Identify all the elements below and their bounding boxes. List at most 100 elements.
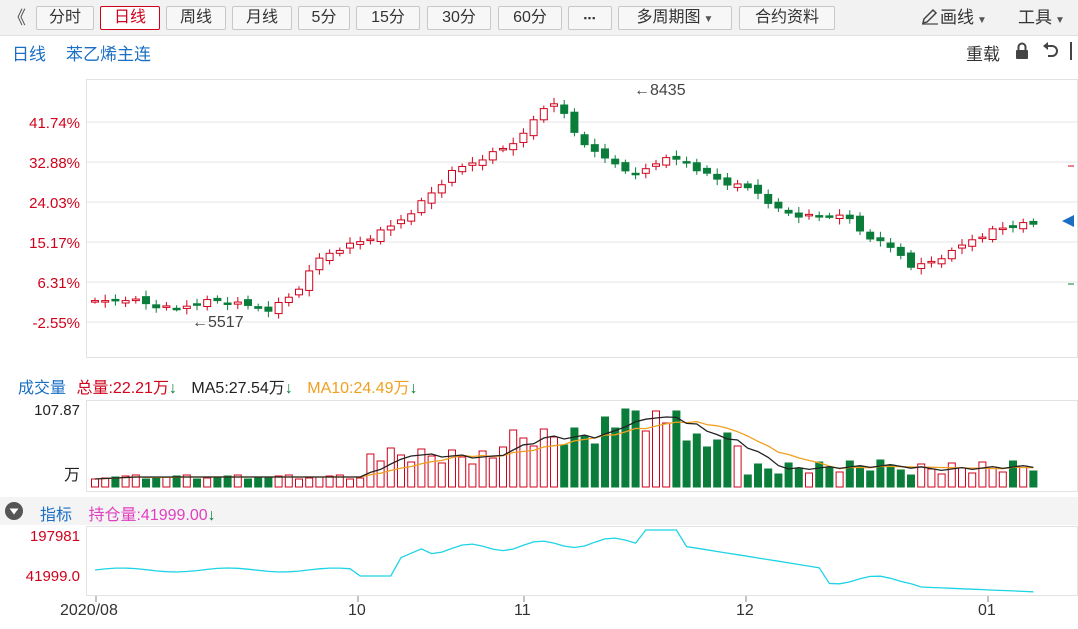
tools-dropdown[interactable]: 工具 ▼ <box>1018 6 1065 30</box>
volume-bar <box>193 478 201 488</box>
volume-ma5: MA5:27.54万 <box>191 380 285 397</box>
price-y-tick: 41.74% <box>29 115 80 132</box>
x-label-nov: 11 <box>514 602 531 619</box>
candle-body <box>91 300 99 303</box>
volume-bar <box>713 439 722 488</box>
candle-body <box>509 143 518 151</box>
candle-body <box>703 167 711 174</box>
candle-body <box>346 242 354 249</box>
candle-body <box>305 270 314 291</box>
candle-body <box>172 307 181 311</box>
volume-bar <box>815 461 824 488</box>
candle-body <box>335 249 344 254</box>
candle-body <box>580 134 589 146</box>
open-interest-label: 持仓量:41999.00 <box>88 507 208 524</box>
low-annotation: ←5517 <box>192 314 244 331</box>
undo-icon[interactable] <box>1042 42 1060 60</box>
candle-body <box>733 183 742 188</box>
candle-body <box>805 213 813 217</box>
candle-body <box>407 213 416 222</box>
candle-body <box>121 300 130 304</box>
tab-monthly[interactable]: 月线 <box>232 6 292 30</box>
tab-intraday[interactable]: 分时 <box>36 6 94 30</box>
tab-30min[interactable]: 30分 <box>427 6 491 30</box>
collapse-circle-icon[interactable] <box>5 502 23 520</box>
candle-body <box>907 252 915 268</box>
contract-name[interactable]: 苯乙烯主连 <box>66 45 151 64</box>
draw-line-dropdown[interactable]: 画线 ▼ <box>920 6 987 30</box>
lock-icon[interactable] <box>1014 42 1030 60</box>
candle-body <box>244 299 252 306</box>
volume-bar <box>356 477 365 488</box>
price-y-tick: 15.17% <box>29 235 80 252</box>
volume-bar <box>519 437 528 488</box>
candle-body <box>835 214 844 220</box>
volume-bar <box>305 477 314 488</box>
indicator-title[interactable]: 指标 <box>40 507 73 524</box>
arrow-down-icon: ↓ <box>284 380 293 397</box>
volume-bar <box>784 462 793 488</box>
volume-bar <box>652 410 660 488</box>
volume-bar <box>182 474 191 488</box>
volume-title: 成交量 <box>18 380 67 397</box>
volume-bar <box>764 468 773 488</box>
contract-info-button[interactable]: 合约资料 <box>739 6 835 30</box>
volume-bar <box>743 474 752 488</box>
volume-legend: 成交量 总量:22.21万↓ MA5:27.54万↓ MA10:24.49万↓ <box>18 374 418 398</box>
candle-body <box>988 228 997 241</box>
tab-15min[interactable]: 15分 <box>356 6 420 30</box>
volume-bar <box>346 478 354 488</box>
volume-bar <box>845 460 854 488</box>
candle-body <box>427 192 436 204</box>
candle-body <box>529 119 538 137</box>
volume-bar <box>570 427 579 488</box>
candle-body <box>142 296 150 305</box>
volume-bar <box>386 447 395 488</box>
candle-body <box>193 303 201 306</box>
volume-bar <box>631 410 640 488</box>
more-button[interactable]: ▪▪▪ <box>568 6 612 30</box>
volume-bar <box>580 435 589 488</box>
candle-body <box>376 229 385 242</box>
collapse-icon[interactable]: 《 <box>8 8 26 28</box>
volume-ma5-line <box>94 416 1034 480</box>
scroll-handle-icon[interactable] <box>1068 42 1078 60</box>
candle-body <box>366 238 375 242</box>
volume-bar <box>703 446 711 488</box>
reload-button[interactable]: 重载 <box>966 45 1000 64</box>
chart-header: 日线 苯乙烯主连 重载 <box>0 36 1078 64</box>
volume-bar <box>407 461 416 488</box>
tab-5min[interactable]: 5分 <box>298 6 350 30</box>
high-annotation: ←8435 <box>634 82 686 99</box>
tab-daily[interactable]: 日线 <box>100 6 160 30</box>
candle-body <box>937 258 946 265</box>
x-label-aug: 2020/08 <box>60 602 118 619</box>
candle-body <box>845 214 854 220</box>
volume-bar <box>733 445 742 488</box>
candle-body <box>111 298 120 302</box>
candle-body <box>774 201 783 209</box>
indicator-y-bottom: 41999.0 <box>25 568 80 585</box>
tab-60min[interactable]: 60分 <box>498 6 562 30</box>
volume-bar <box>142 478 150 488</box>
multi-period-dropdown[interactable]: 多周期图 ▼ <box>618 6 732 30</box>
candle-body <box>233 301 242 305</box>
arrow-down-icon: ↓ <box>207 507 216 524</box>
volume-bar <box>509 429 518 488</box>
volume-bar <box>335 474 344 488</box>
tab-weekly[interactable]: 周线 <box>166 6 226 30</box>
indicator-chart-frame <box>86 526 1078 596</box>
candle-body <box>713 173 722 180</box>
candle-body <box>784 209 793 214</box>
candle-body <box>672 155 681 160</box>
candle-body <box>754 184 762 194</box>
current-price-marker-icon <box>1062 215 1074 227</box>
candle-body <box>264 306 273 312</box>
volume-bar <box>366 453 375 488</box>
candle-body <box>958 244 966 249</box>
tools-label: 工具 <box>1018 8 1052 27</box>
volume-bar <box>550 436 558 488</box>
candle-body <box>417 200 426 214</box>
arrow-down-icon: ↓ <box>168 380 177 397</box>
